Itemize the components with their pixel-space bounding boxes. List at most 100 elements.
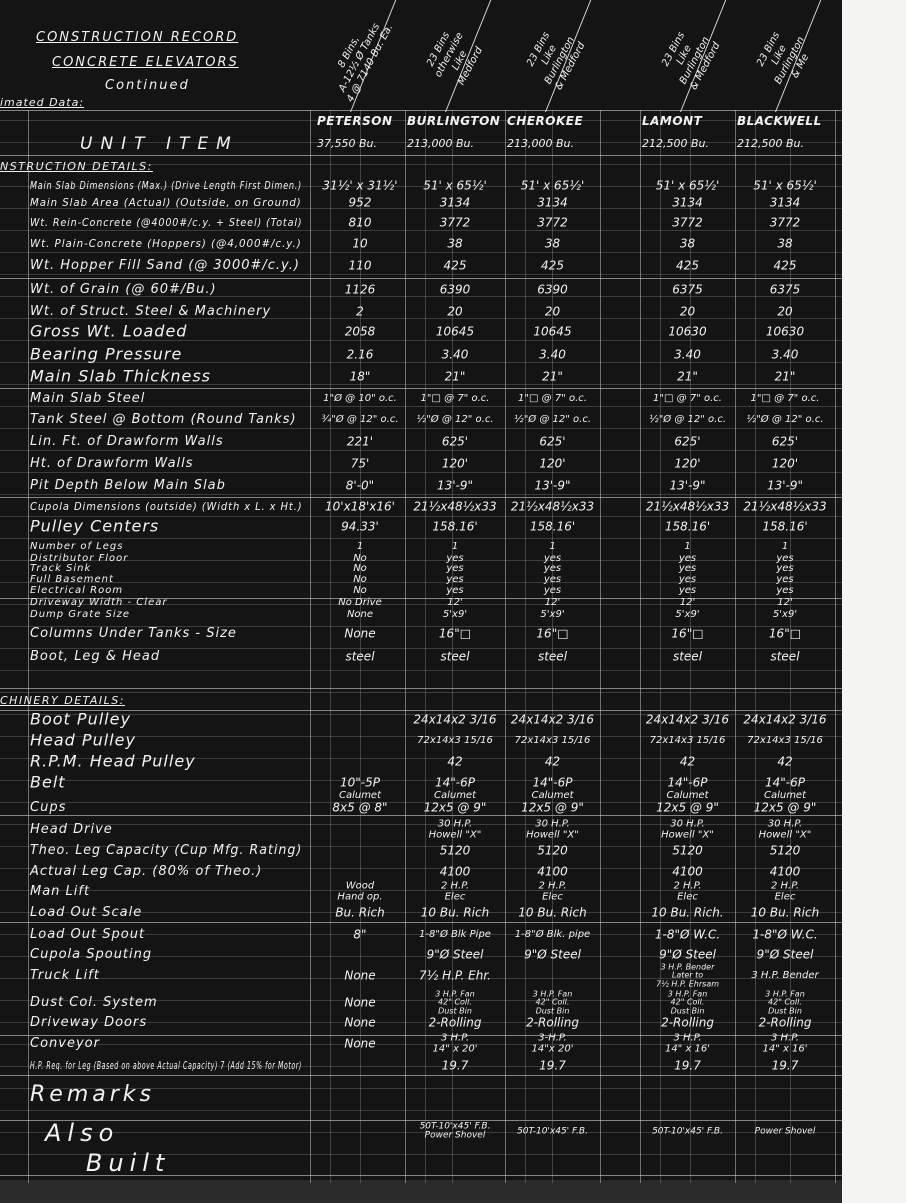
- row-label: Conveyor: [30, 1036, 100, 1052]
- cell-text: 19.7: [441, 1058, 469, 1073]
- cell-blackwell: 12x5 @ 9": [735, 802, 835, 815]
- cell-cherokee: 3 H.P. Fan 42" Coll. Dust Bin: [505, 990, 600, 1015]
- cell-cherokee: 3772: [505, 217, 600, 230]
- cell-peterson: ¾"Ø @ 12" o.c.: [315, 414, 405, 426]
- unit-item-heading: UNIT ITEM: [80, 134, 239, 154]
- grid-vertical-line: [600, 110, 601, 1183]
- cell-text: 30 H.P. Howell "X": [661, 818, 714, 840]
- row-label: Main Slab Thickness: [30, 366, 212, 386]
- cell-text: ½"Ø @ 12" o.c.: [649, 413, 726, 425]
- row-label: Tank Steel @ Bottom (Round Tanks): [30, 412, 297, 428]
- cell-text: ½"Ø @ 12" o.c.: [416, 413, 494, 425]
- cell-text: 6375: [769, 282, 801, 297]
- sheet-bottom-edge: [0, 1180, 842, 1203]
- cell-cherokee: yes: [505, 563, 600, 575]
- cell-text: 6390: [537, 282, 568, 297]
- cell-cherokee: 42: [505, 756, 600, 769]
- cell-text: 3134: [769, 195, 801, 210]
- row-label: Load Out Spout: [30, 927, 146, 943]
- cell-blackwell: 2 H.P. Elec: [735, 881, 835, 903]
- cell-burlington: yes: [405, 553, 505, 565]
- cell-text: Calumet: [763, 789, 807, 801]
- grid-ruling-line: [0, 714, 842, 715]
- row-label: Main Slab Area (Actual) (Outside, on Gro…: [30, 196, 302, 210]
- cell-text: 6375: [672, 282, 703, 297]
- cell-lamont: 10630: [640, 326, 735, 339]
- grid-vertical-line: [360, 110, 361, 1183]
- cell-lamont: 24x14x2 3/16: [640, 714, 735, 727]
- cell-burlington: 625': [405, 436, 505, 449]
- cell-cherokee: 6390: [505, 284, 600, 297]
- column-header-lamont: LAMONT: [642, 114, 703, 128]
- cell-burlington: steel: [405, 651, 505, 664]
- cell-text: 21": [542, 369, 563, 384]
- cell-cherokee: 1: [505, 541, 600, 553]
- cell-text: 110: [348, 258, 372, 273]
- cell-text: yes: [678, 573, 697, 585]
- cell-text: 18": [349, 369, 371, 384]
- cell-text: None: [344, 968, 376, 983]
- grid-horizontal-line: [0, 388, 842, 389]
- cell-burlington: 5'x9': [405, 609, 505, 621]
- cell-blackwell: 1"□ @ 7" o.c.: [735, 393, 835, 405]
- row-label: Wt. of Grain (@ 60#/Bu.): [30, 282, 217, 298]
- grid-ruling-line: [0, 428, 842, 429]
- cell-text: 24x14x2 3/16: [510, 712, 595, 727]
- cell-text: 10645: [533, 324, 572, 339]
- cell-blackwell: Calumet: [735, 789, 835, 802]
- cell-blackwell: steel: [735, 651, 835, 664]
- cell-peterson: No Drive: [315, 597, 405, 609]
- row-label: Track Sink: [30, 562, 92, 574]
- cell-cherokee: 13'-9": [505, 480, 600, 493]
- cell-text: 12x5 @ 9": [753, 800, 817, 815]
- cell-text: 625': [441, 434, 469, 449]
- column-capacity: 212,500 Bu.: [737, 137, 804, 150]
- grid-vertical-line: [552, 110, 553, 1183]
- row-label: Lin. Ft. of Drawform Walls: [30, 434, 224, 450]
- cell-text: 13'-9": [534, 478, 571, 493]
- cell-text: 38: [544, 236, 561, 251]
- cell-lamont: Calumet: [640, 790, 735, 802]
- cell-text: 19.7: [674, 1058, 701, 1073]
- grid-ruling-line: [0, 318, 842, 319]
- cell-blackwell: 72x14x3 15/16: [735, 735, 835, 747]
- cell-text: steel: [672, 649, 703, 664]
- cell-blackwell: 21": [735, 371, 835, 384]
- cell-text: 425: [773, 258, 797, 273]
- cell-text: 21": [677, 369, 698, 384]
- cell-text: steel: [770, 649, 800, 664]
- cell-text: Calumet: [433, 789, 477, 801]
- cell-text: 3 H.P. Fan 42" Coll. Dust Bin: [765, 989, 805, 1016]
- cell-text: 3.40: [539, 347, 566, 362]
- grid-horizontal-line: [0, 1035, 842, 1036]
- cell-text: 5120: [537, 843, 568, 858]
- cell-text: 5120: [439, 843, 471, 858]
- grid-ruling-line: [0, 604, 842, 605]
- cell-text: 21½x48½x33: [413, 499, 497, 514]
- grid-horizontal-line: [0, 1175, 842, 1176]
- row-label: Cupola Dimensions (outside) (Width x L. …: [30, 500, 303, 514]
- cell-cherokee: 425: [505, 260, 600, 273]
- row-label: Main Slab Dimensions (Max.) (Drive Lengt…: [30, 179, 302, 193]
- cell-lamont: 425: [640, 260, 735, 273]
- cell-blackwell: 9"Ø Steel: [735, 949, 835, 962]
- grid-vertical-line: [660, 110, 661, 1183]
- cell-text: 20: [447, 304, 463, 319]
- cell-cherokee: 10645: [505, 326, 600, 339]
- cell-cherokee: 5'x9': [505, 609, 600, 621]
- cell-lamont: 3 H.P. Fan 42" Coll. Dust Bin: [640, 990, 735, 1015]
- cell-text: 12x5 @ 9": [521, 800, 584, 815]
- row-label: Driveway Width - Clear: [30, 596, 168, 608]
- cell-text: 38: [447, 236, 463, 251]
- cell-peterson: No: [315, 574, 405, 586]
- cell-text: 10"-5P: [340, 775, 380, 790]
- cell-cherokee: 12x5 @ 9": [505, 802, 600, 815]
- grid-ruling-line: [0, 1110, 842, 1111]
- grid-ruling-line: [0, 868, 842, 869]
- also-built-lamont: 50T-10'x45' F.B.: [640, 1126, 735, 1136]
- cell-cherokee: 625': [505, 436, 600, 449]
- cell-burlington: 30 H.P. Howell "X": [405, 819, 505, 841]
- cell-burlington: 10645: [405, 326, 505, 339]
- cell-text: 1-8"Ø W.C.: [654, 927, 721, 942]
- cell-blackwell: yes: [735, 574, 835, 586]
